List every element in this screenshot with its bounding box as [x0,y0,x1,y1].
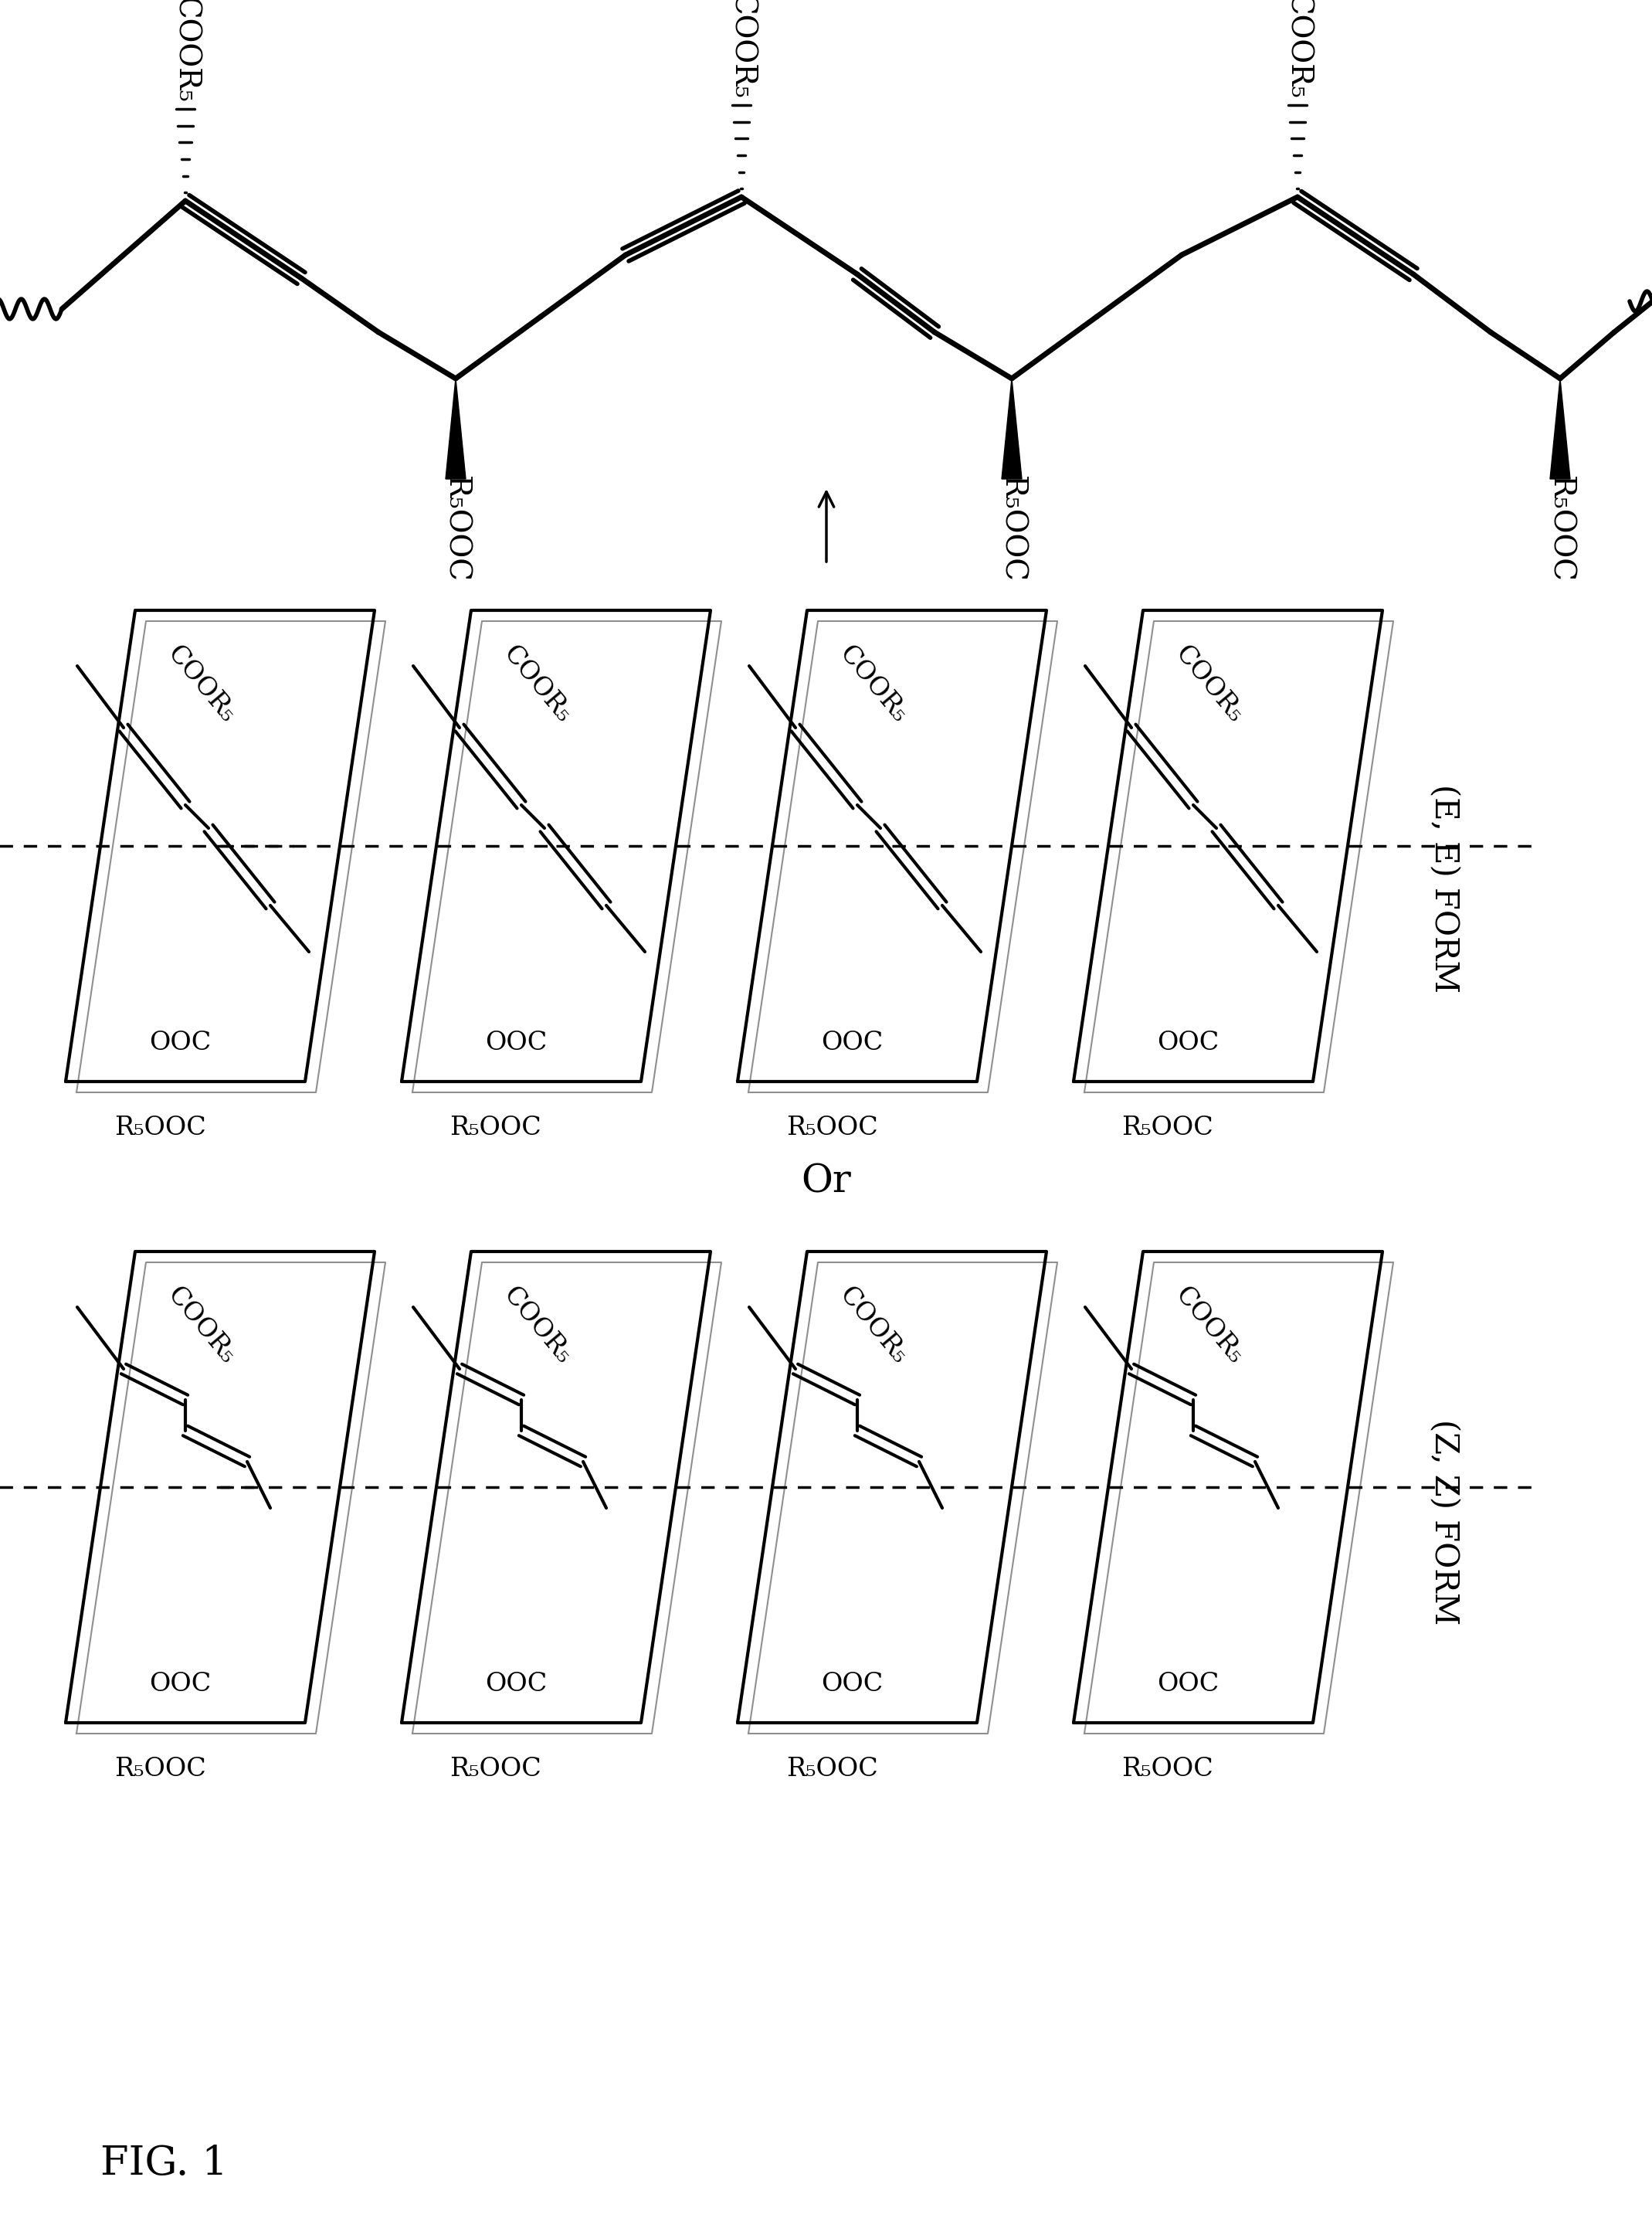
Text: OOC: OOC [486,1671,547,1696]
Text: COOR₅: COOR₅ [727,0,755,100]
Text: COOR₅: COOR₅ [172,0,200,102]
Text: COOR₅: COOR₅ [1170,642,1247,726]
Text: OOC: OOC [821,1032,882,1056]
Text: OOC: OOC [1156,1032,1219,1056]
Text: R₅OOC: R₅OOC [998,477,1026,582]
Text: COOR₅: COOR₅ [499,642,577,726]
Text: OOC: OOC [149,1671,211,1696]
Text: FIG. 1: FIG. 1 [101,2143,228,2183]
Text: OOC: OOC [486,1032,547,1056]
Text: R₅OOC: R₅OOC [441,477,469,582]
Polygon shape [446,379,466,479]
Text: R₅OOC: R₅OOC [786,1756,877,1782]
Text: COOR₅: COOR₅ [499,1283,577,1368]
Text: R₅OOC: R₅OOC [786,1116,877,1141]
Text: R₅OOC: R₅OOC [114,1116,206,1141]
Polygon shape [1550,379,1569,479]
Text: R₅OOC: R₅OOC [1122,1116,1214,1141]
Text: (Z, Z) FORM: (Z, Z) FORM [1427,1419,1460,1624]
Polygon shape [1001,379,1023,479]
Text: R₅OOC: R₅OOC [1546,477,1574,582]
Text: R₅OOC: R₅OOC [449,1756,542,1782]
Text: Or: Or [801,1163,851,1201]
Text: OOC: OOC [821,1671,882,1696]
Text: COOR₅: COOR₅ [162,642,240,726]
Text: OOC: OOC [149,1032,211,1056]
Text: COOR₅: COOR₅ [1170,1283,1247,1368]
Text: COOR₅: COOR₅ [1284,0,1312,100]
Text: (E, E) FORM: (E, E) FORM [1427,784,1460,994]
Text: R₅OOC: R₅OOC [449,1116,542,1141]
Text: COOR₅: COOR₅ [162,1283,240,1368]
Text: R₅OOC: R₅OOC [1122,1756,1214,1782]
Text: OOC: OOC [1156,1671,1219,1696]
Text: R₅OOC: R₅OOC [114,1756,206,1782]
Text: COOR₅: COOR₅ [834,642,912,726]
Text: COOR₅: COOR₅ [834,1283,912,1368]
